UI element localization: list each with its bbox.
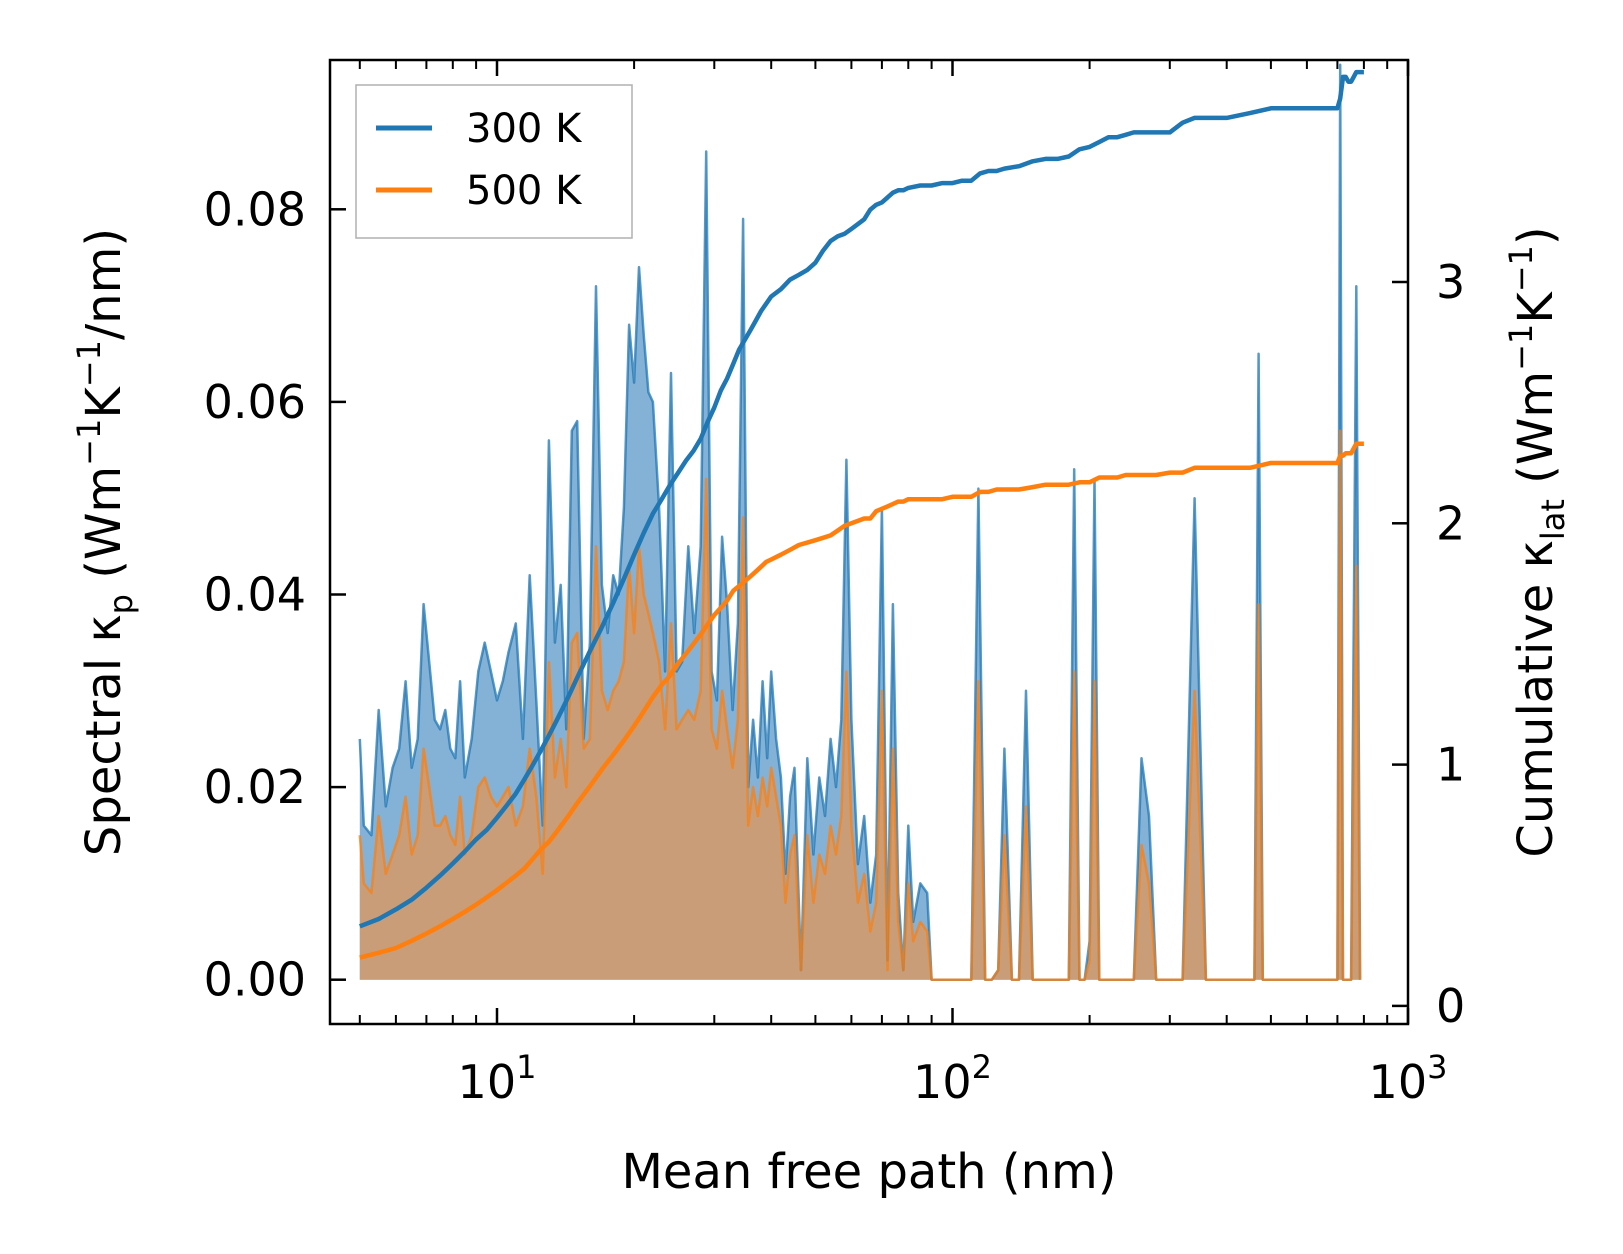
right-axis-label-sup1: −1 [1502, 324, 1540, 371]
cumulative-lines [358, 69, 1364, 960]
y-right-tick-label: 1 [1436, 738, 1465, 792]
right-axis-label-suffix: (Wm [1508, 371, 1564, 499]
plot-frame [328, 58, 1410, 1026]
spectral-line-500k [358, 429, 1362, 981]
right-axis-label-mid: K [1508, 291, 1564, 324]
y-left-tick-label: 0.00 [204, 953, 306, 1007]
spectral-lines [358, 63, 1362, 981]
left-axis-label-sup1: −1 [70, 419, 108, 466]
y-right-tick-label: 3 [1436, 255, 1465, 309]
cumulative-line-500k [359, 441, 1364, 960]
left-axis-label-prefix: Spectral κ [76, 614, 132, 856]
cumulative-line-300k [358, 69, 1364, 929]
y-right-tick-label: 0 [1436, 979, 1465, 1033]
left-axis-label-end: /nm) [76, 228, 132, 340]
legend: 300 K 500 K [355, 84, 633, 239]
x-tick-label: 103 [1369, 1048, 1448, 1109]
left-axis-label-mid: K [76, 386, 132, 419]
x-tick-label: 102 [913, 1048, 992, 1109]
left-axis-label: Spectral κp (Wm−1K−1/nm) [70, 228, 140, 856]
left-axis-label-suffix: (Wm [76, 466, 132, 594]
y-left-tick-label: 0.04 [204, 568, 306, 622]
right-axis-label: Cumulative κlat (Wm−1K−1) [1502, 226, 1572, 857]
x-tick-label: 101 [458, 1048, 537, 1109]
right-axis-label-sub: lat [1534, 499, 1572, 540]
spectral-fill-500k [359, 430, 1361, 980]
y-left-tick-label: 0.02 [204, 760, 306, 814]
spectral-fill-areas [359, 64, 1361, 980]
right-axis-label-end: ) [1508, 226, 1564, 245]
y-left-tick-label: 0.08 [204, 182, 306, 236]
right-axis-label-sup2: −1 [1502, 245, 1540, 292]
y-right-tick-label: 2 [1436, 496, 1465, 550]
x-axis-label: Mean free path (nm) [622, 1144, 1117, 1200]
y-left-tick-label: 0.06 [204, 375, 306, 429]
spectral-line-300k [358, 63, 1362, 981]
legend-label-500k: 500 K [466, 168, 583, 214]
left-axis-label-sub: p [102, 594, 140, 614]
axis-ticks: 101 102 103 0.00 0.02 0.04 0.06 0.08 0 1 2 3 [204, 60, 1465, 1109]
legend-box [355, 84, 633, 239]
left-axis-label-sup2: −1 [70, 340, 108, 387]
right-axis-label-prefix: Cumulative κ [1508, 540, 1564, 858]
legend-label-300k: 300 K [466, 106, 583, 152]
